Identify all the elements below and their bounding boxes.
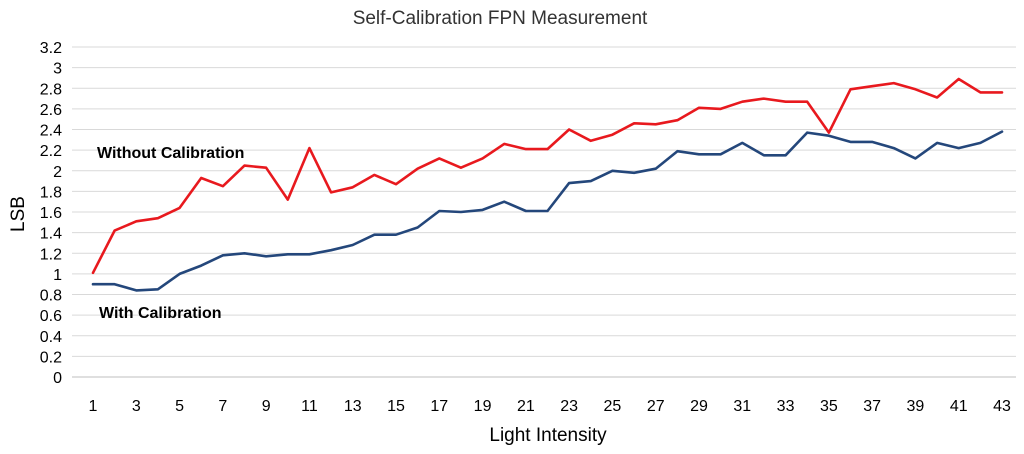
y-tick-label: 0.8 [40, 288, 62, 305]
y-tick-label: 0 [53, 370, 62, 387]
y-tick-label: 3.2 [40, 40, 62, 57]
chart-title: Self-Calibration FPN Measurement [353, 8, 648, 29]
y-tick-label: 2.2 [40, 143, 62, 160]
x-tick-label: 39 [907, 398, 925, 415]
x-tick-label: 25 [604, 398, 622, 415]
y-tick-label: 0.2 [40, 349, 62, 366]
x-tick-label: 15 [387, 398, 405, 415]
y-tick-label: 2.6 [40, 102, 62, 119]
x-tick-label: 13 [344, 398, 362, 415]
x-tick-label: 9 [262, 398, 271, 415]
series-line-1 [91, 130, 1004, 292]
y-tick-labels: 0 0.2 0.4 0.6 0.8 1 1.2 1.4 1.6 1.8 2 2.2 2.4 2.6 2.8 3… [40, 40, 62, 387]
x-axis-label: Light Intensity [489, 425, 607, 446]
y-tick-label: 1 [53, 267, 62, 284]
y-tick-label: 0.6 [40, 308, 62, 325]
x-tick-label: 29 [690, 398, 708, 415]
annotation-without-calibration: Without Calibration [97, 145, 244, 162]
x-tick-label: 1 [89, 398, 98, 415]
x-tick-label: 21 [517, 398, 535, 415]
x-tick-label: 19 [474, 398, 492, 415]
y-tick-label: 1.2 [40, 246, 62, 263]
y-tick-label: 2.4 [40, 123, 62, 140]
y-tick-label: 1.4 [40, 226, 62, 243]
y-tick-label: 1.8 [40, 184, 62, 201]
annotation-with-calibration: With Calibration [99, 305, 222, 322]
x-tick-label: 31 [733, 398, 751, 415]
x-tick-labels: 1 3 5 7 9 11 13 15 17 19 21 23 25 27 29 31 33 35 37 39 41 43 [89, 398, 1011, 415]
x-tick-label: 7 [218, 398, 227, 415]
x-tick-label: 33 [777, 398, 795, 415]
x-tick-label: 11 [301, 398, 318, 415]
y-tick-label: 0.4 [40, 329, 62, 346]
x-tick-label: 3 [132, 398, 141, 415]
x-tick-label: 43 [993, 398, 1011, 415]
x-tick-label: 35 [820, 398, 838, 415]
series-lines [91, 77, 1004, 292]
y-tick-label: 2.8 [40, 81, 62, 98]
x-tick-label: 37 [863, 398, 881, 415]
y-tick-label: 2 [53, 164, 62, 181]
x-tick-label: 23 [560, 398, 578, 415]
y-axis-label: LSB [8, 196, 29, 232]
y-tick-label: 3 [53, 61, 62, 78]
x-tick-label: 41 [950, 398, 968, 415]
series-line-0 [91, 77, 1004, 275]
x-tick-label: 5 [175, 398, 184, 415]
x-tick-label: 27 [647, 398, 665, 415]
x-tick-label: 17 [430, 398, 448, 415]
y-tick-label: 1.6 [40, 205, 62, 222]
